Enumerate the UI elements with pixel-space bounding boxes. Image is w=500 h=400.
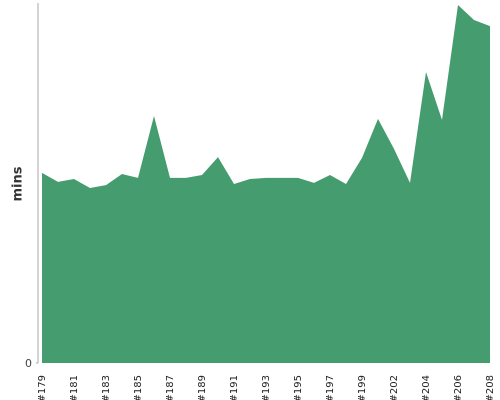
x-tick-label: #206 xyxy=(453,375,464,400)
x-tick-label: #208 xyxy=(485,375,496,400)
y-tick-label: 0 xyxy=(25,357,32,370)
x-tick-label: #193 xyxy=(261,375,272,400)
x-tick-label: #195 xyxy=(293,375,304,400)
x-tick-label: #187 xyxy=(165,375,176,400)
area xyxy=(42,5,490,363)
x-tick-label: #191 xyxy=(229,375,240,400)
x-tick-label: #183 xyxy=(101,375,112,400)
x-tick-label: #197 xyxy=(325,375,336,400)
x-tick-label: #204 xyxy=(421,375,432,400)
x-tick-label: #185 xyxy=(133,375,144,400)
x-tick-label: #199 xyxy=(357,375,368,400)
x-tick-label: #189 xyxy=(197,375,208,400)
x-tick-label: #181 xyxy=(69,375,80,400)
x-tick-label: #179 xyxy=(37,375,48,400)
x-tick-label: #202 xyxy=(389,375,400,400)
y-axis-label: mins xyxy=(11,166,26,201)
